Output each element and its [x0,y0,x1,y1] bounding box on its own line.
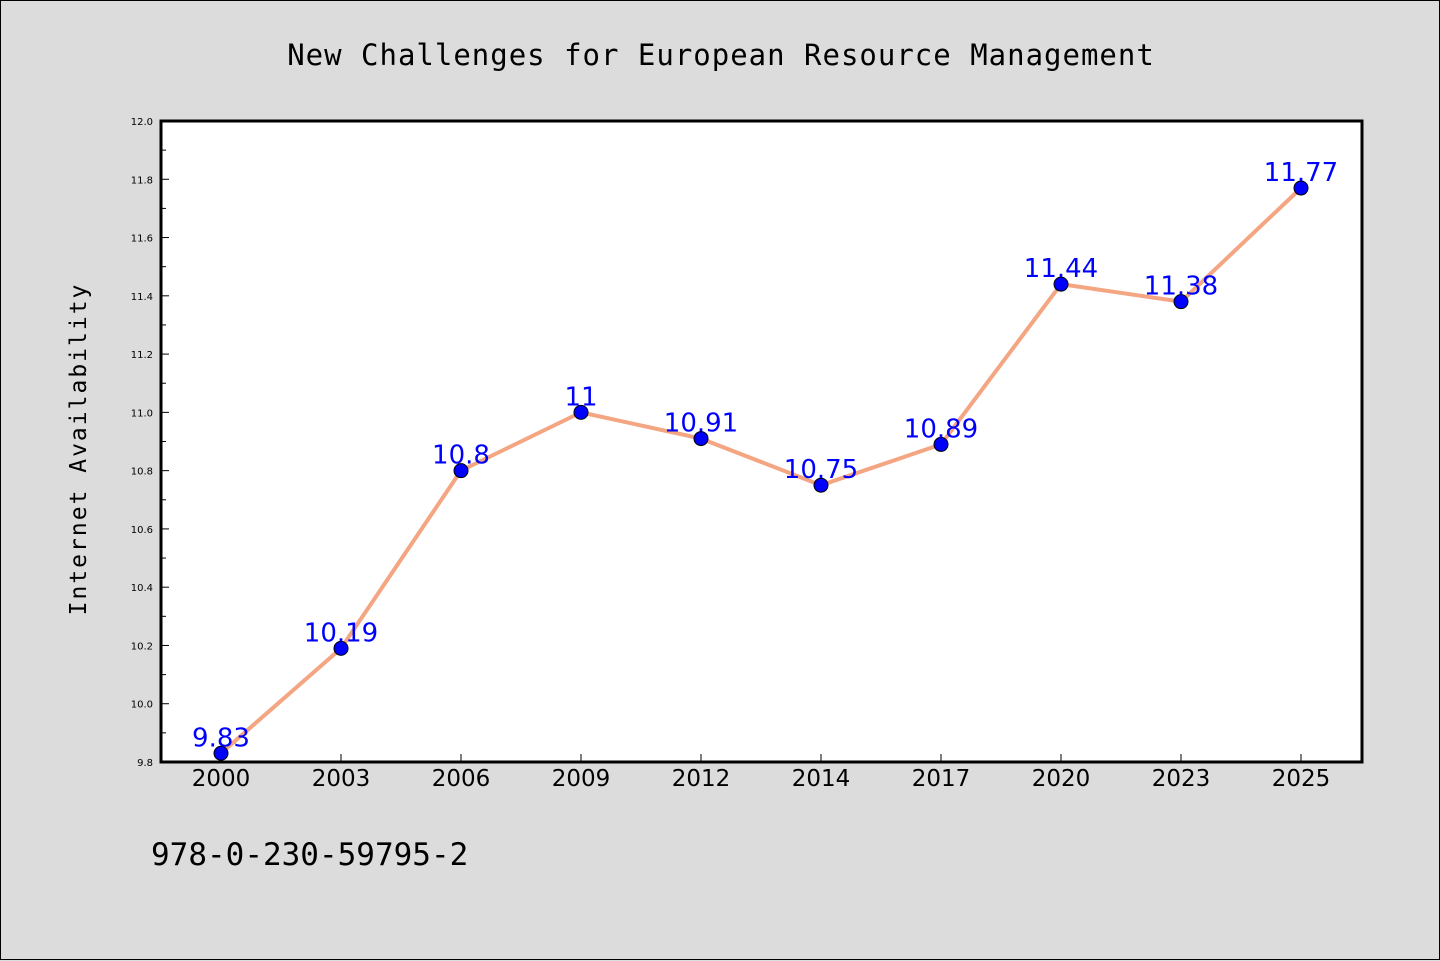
x-tick-label: 2017 [912,766,971,792]
y-tick-label: 11.2 [131,350,153,361]
data-point [1293,180,1309,196]
x-tick-label: 2009 [552,766,611,792]
data-label: 10.91 [664,409,738,439]
x-tick-label: 2020 [1032,766,1091,792]
data-point [573,404,589,420]
y-tick-label: 11.0 [131,408,153,419]
x-tick-label: 2023 [1152,766,1211,792]
y-tick-label: 12.0 [131,117,153,128]
data-label: 10.75 [784,455,858,485]
data-label: 10.8 [432,441,490,471]
y-tick-label: 11.6 [131,234,153,245]
series-line [219,186,1303,755]
chart-title: New Challenges for European Resource Man… [287,38,1155,72]
y-tick-label: 10.4 [131,583,153,594]
data-series [213,180,1309,761]
y-tick-label: 11.8 [131,175,153,186]
y-tick-label: 9.8 [137,758,153,769]
x-tick-label: 2012 [672,766,731,792]
data-label: 11.77 [1264,158,1338,188]
data-point [1173,294,1189,310]
y-tick-label: 11.4 [131,292,153,303]
data-label: 11.38 [1144,272,1218,302]
data-point [813,477,829,493]
isbn-footer: 978-0-230-59795-2 [151,837,468,873]
data-label: 11 [564,382,597,412]
x-axis-ticks: 2000 2003 2006 2009 2012 2014 2017 2020 2023 2025 [192,754,1331,792]
x-tick-label: 2025 [1272,766,1331,792]
data-label: 10.19 [304,618,378,648]
plot-area [159,119,1364,764]
y-axis-ticks: 9.8 10.0 10.2 10.4 10.6 10.8 11.0 11.2 11.4 11.6 1… [131,117,169,769]
x-tick-label: 2000 [192,766,251,792]
data-labels: 9.83 10.19 10.8 11 10.91 10.75 10.89 11.44 11.38… [192,158,1338,753]
y-axis-label: Internet Availability [66,283,92,616]
data-point [933,436,949,452]
data-label: 10.89 [904,414,978,444]
x-tick-label: 2006 [432,766,491,792]
x-tick-label: 2014 [792,766,851,792]
data-label: 9.83 [192,723,250,753]
y-tick-label: 10.6 [131,525,153,536]
y-tick-label: 10.2 [131,641,153,652]
data-point [1053,276,1069,292]
data-label: 11.44 [1024,254,1098,284]
data-point [213,745,229,761]
data-point [453,463,469,479]
y-tick-label: 10.0 [131,700,153,711]
data-point [693,431,709,447]
x-tick-label: 2003 [312,766,371,792]
y-tick-label: 10.8 [131,467,153,478]
data-point [333,640,349,656]
